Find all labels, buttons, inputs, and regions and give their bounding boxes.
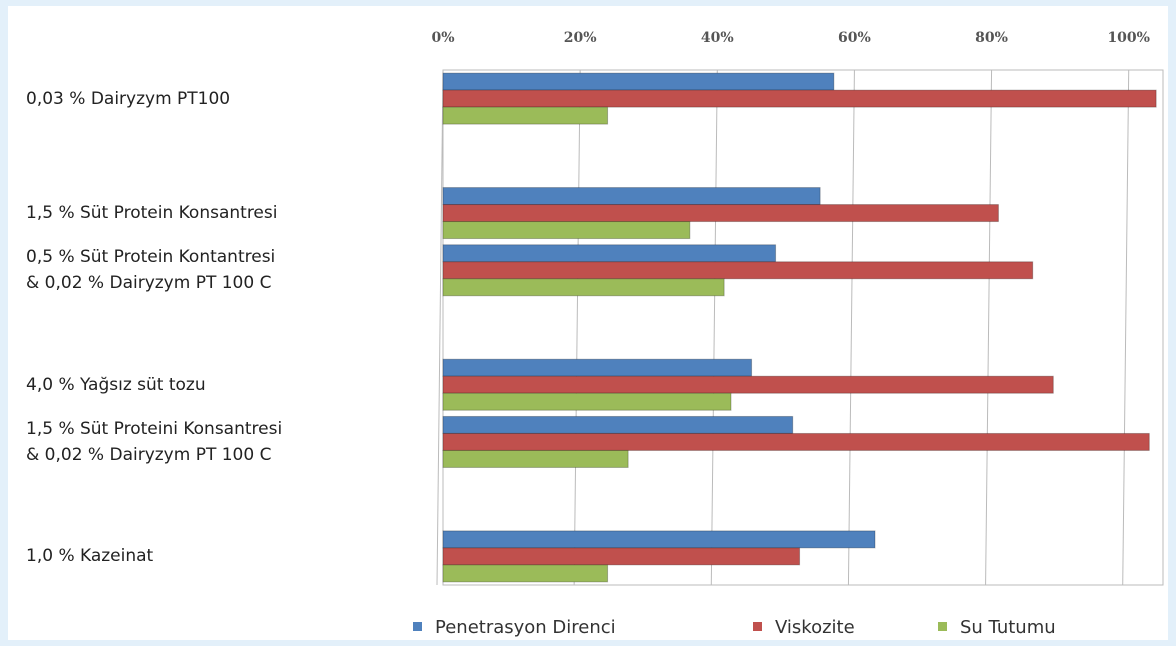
grid-line: [985, 69, 993, 586]
x-tick-label: 80%: [975, 30, 1008, 46]
bar: [442, 530, 876, 549]
category-label: 1,5 % Süt Proteini Konsantresi & 0,02 % …: [26, 418, 283, 465]
bar: [442, 432, 1150, 451]
legend-label: Viskozite: [775, 617, 855, 638]
bar: [442, 221, 691, 240]
bar: [442, 187, 821, 206]
category-label: 1,5 % Süt Protein Konsantresi: [26, 203, 278, 224]
bar: [442, 106, 609, 125]
category-label: 1,0 % Kazeinat: [26, 546, 154, 567]
bar: [442, 449, 629, 468]
x-tick-label: 20%: [564, 30, 597, 46]
bar: [442, 89, 1157, 108]
legend-swatch: [753, 622, 762, 631]
legend-swatch: [413, 622, 422, 631]
bar: [442, 204, 999, 223]
grid-line: [1122, 69, 1130, 586]
bar: [442, 564, 609, 583]
bar: [442, 375, 1054, 394]
bar: [442, 244, 777, 263]
x-tick-label: 100%: [1107, 30, 1150, 46]
grid-line: [847, 69, 855, 586]
legend-label: Penetrasyon Direnci: [435, 617, 616, 638]
bar: [442, 72, 835, 91]
grid-line: [573, 69, 581, 586]
x-tick-label: 60%: [838, 30, 871, 46]
x-tick-label: 0%: [431, 30, 454, 46]
bar: [442, 547, 801, 566]
legend-label: Su Tutumu: [960, 617, 1056, 638]
grid-line: [710, 69, 718, 586]
category-label: 0,5 % Süt Protein Kontantresi & 0,02 % D…: [26, 247, 276, 294]
category-label: 4,0 % Yağsız süt tozu: [26, 374, 206, 395]
chart: 0% 20% 40% 60% 80% 100% Penetrasyon Direnci Vis…: [8, 6, 1168, 640]
bar: [442, 261, 1034, 280]
legend-swatch: [938, 622, 947, 631]
plot-area: [442, 69, 1164, 586]
chart-svg: 0% 20% 40% 60% 80% 100% Penetrasyon Direnci Vis…: [413, 30, 1164, 638]
category-label: 0,03 % Dairyzym PT100: [26, 88, 231, 109]
bar: [442, 392, 732, 411]
bar: [442, 358, 753, 377]
grid-line: [436, 69, 444, 586]
bar: [442, 415, 794, 434]
x-tick-label: 40%: [701, 30, 734, 46]
bar: [442, 278, 725, 297]
